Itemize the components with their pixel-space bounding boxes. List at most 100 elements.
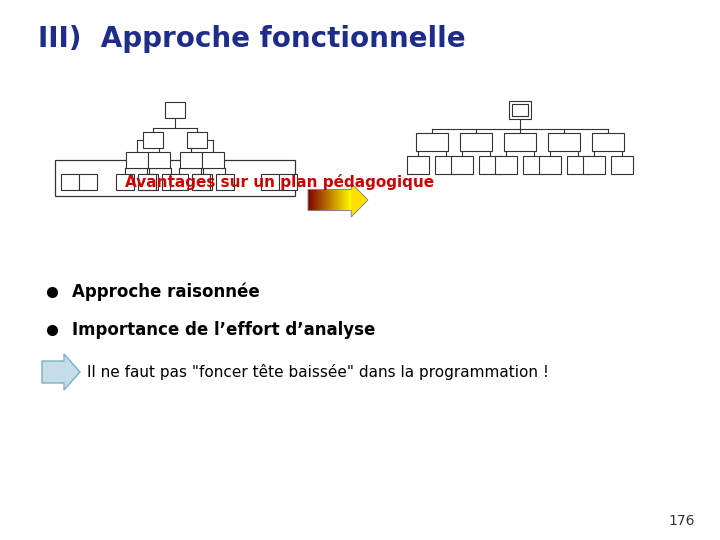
Bar bbox=[340, 190, 341, 211]
Bar bbox=[308, 190, 310, 211]
Bar bbox=[318, 190, 320, 211]
FancyBboxPatch shape bbox=[523, 156, 545, 174]
Bar bbox=[319, 190, 320, 211]
Bar bbox=[345, 190, 346, 211]
Bar bbox=[351, 190, 353, 211]
Bar bbox=[328, 190, 329, 211]
Bar bbox=[348, 190, 349, 211]
Bar bbox=[326, 190, 328, 211]
FancyBboxPatch shape bbox=[279, 174, 297, 190]
Bar bbox=[350, 190, 351, 211]
Bar bbox=[349, 190, 351, 211]
Bar bbox=[325, 190, 327, 211]
Bar bbox=[341, 190, 342, 211]
FancyBboxPatch shape bbox=[180, 152, 202, 168]
Bar bbox=[320, 190, 321, 211]
Bar bbox=[338, 190, 340, 211]
Bar bbox=[329, 190, 330, 211]
FancyBboxPatch shape bbox=[143, 132, 163, 148]
Bar bbox=[309, 190, 310, 211]
FancyBboxPatch shape bbox=[512, 104, 528, 116]
Text: Avantages sur un plan pédagogique: Avantages sur un plan pédagogique bbox=[125, 174, 435, 190]
Bar bbox=[336, 190, 338, 211]
Bar bbox=[323, 190, 325, 211]
Text: Approche raisonnée: Approche raisonnée bbox=[72, 283, 260, 301]
Bar bbox=[336, 190, 338, 211]
Text: Il ne faut pas "foncer tête baissée" dans la programmation !: Il ne faut pas "foncer tête baissée" dan… bbox=[87, 364, 549, 380]
FancyBboxPatch shape bbox=[126, 152, 148, 168]
Bar bbox=[310, 190, 311, 211]
Bar bbox=[351, 190, 352, 211]
Bar bbox=[314, 190, 315, 211]
FancyBboxPatch shape bbox=[202, 152, 224, 168]
FancyBboxPatch shape bbox=[539, 156, 561, 174]
Bar bbox=[343, 190, 345, 211]
Bar bbox=[313, 190, 315, 211]
Text: Importance de l’effort d’analyse: Importance de l’effort d’analyse bbox=[72, 321, 375, 339]
FancyBboxPatch shape bbox=[194, 174, 212, 190]
FancyBboxPatch shape bbox=[451, 156, 473, 174]
Bar bbox=[315, 190, 316, 211]
Bar bbox=[346, 190, 348, 211]
FancyBboxPatch shape bbox=[61, 174, 79, 190]
Bar bbox=[323, 190, 324, 211]
FancyBboxPatch shape bbox=[548, 133, 580, 151]
FancyBboxPatch shape bbox=[460, 133, 492, 151]
Bar bbox=[330, 190, 331, 211]
Bar bbox=[327, 190, 328, 211]
Bar bbox=[324, 190, 325, 211]
FancyBboxPatch shape bbox=[165, 102, 185, 118]
Bar bbox=[333, 190, 334, 211]
FancyBboxPatch shape bbox=[138, 174, 156, 190]
Polygon shape bbox=[42, 354, 80, 390]
Bar bbox=[330, 190, 332, 211]
FancyBboxPatch shape bbox=[583, 156, 605, 174]
FancyBboxPatch shape bbox=[416, 133, 448, 151]
Bar bbox=[342, 190, 343, 211]
Bar bbox=[310, 190, 312, 211]
FancyBboxPatch shape bbox=[148, 152, 170, 168]
FancyBboxPatch shape bbox=[504, 133, 536, 151]
Bar bbox=[348, 190, 350, 211]
FancyBboxPatch shape bbox=[435, 156, 457, 174]
Bar bbox=[331, 190, 333, 211]
Bar bbox=[312, 190, 314, 211]
Bar bbox=[332, 190, 333, 211]
Bar bbox=[320, 190, 322, 211]
Bar bbox=[341, 190, 343, 211]
FancyBboxPatch shape bbox=[592, 133, 624, 151]
FancyBboxPatch shape bbox=[611, 156, 633, 174]
Bar bbox=[322, 190, 323, 211]
FancyBboxPatch shape bbox=[162, 174, 180, 190]
FancyBboxPatch shape bbox=[140, 174, 158, 190]
Bar bbox=[333, 190, 335, 211]
Bar bbox=[325, 190, 326, 211]
FancyBboxPatch shape bbox=[261, 174, 279, 190]
Bar bbox=[316, 190, 318, 211]
Bar bbox=[311, 190, 312, 211]
Bar bbox=[318, 190, 319, 211]
Bar bbox=[328, 190, 330, 211]
FancyBboxPatch shape bbox=[495, 156, 517, 174]
Bar bbox=[335, 190, 337, 211]
FancyBboxPatch shape bbox=[407, 156, 429, 174]
FancyBboxPatch shape bbox=[116, 174, 134, 190]
FancyBboxPatch shape bbox=[509, 101, 531, 119]
Bar bbox=[347, 190, 348, 211]
Bar bbox=[315, 190, 317, 211]
FancyBboxPatch shape bbox=[79, 174, 97, 190]
Bar bbox=[337, 190, 339, 211]
Bar bbox=[317, 190, 318, 211]
Bar bbox=[346, 190, 347, 211]
Bar bbox=[312, 190, 313, 211]
FancyBboxPatch shape bbox=[170, 174, 188, 190]
Text: III)  Approche fonctionnelle: III) Approche fonctionnelle bbox=[38, 25, 466, 53]
Bar bbox=[343, 190, 344, 211]
Bar bbox=[321, 190, 323, 211]
FancyBboxPatch shape bbox=[192, 174, 210, 190]
FancyBboxPatch shape bbox=[479, 156, 501, 174]
FancyBboxPatch shape bbox=[216, 174, 234, 190]
Polygon shape bbox=[351, 183, 368, 217]
FancyBboxPatch shape bbox=[187, 132, 207, 148]
Bar bbox=[344, 190, 346, 211]
